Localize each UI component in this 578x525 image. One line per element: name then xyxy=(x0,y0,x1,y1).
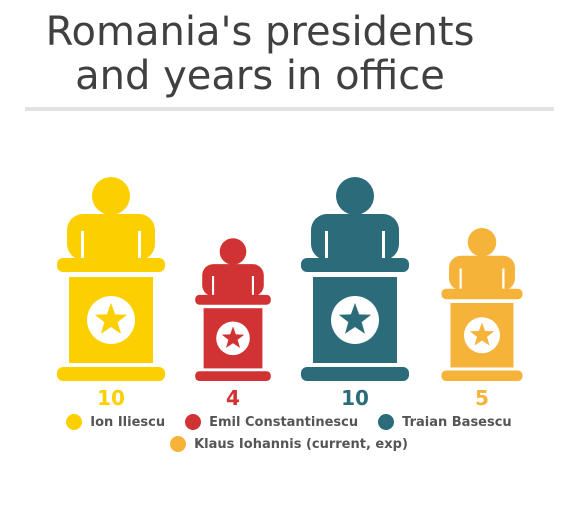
podium-top xyxy=(57,258,165,272)
value-label: 10 xyxy=(97,386,125,410)
value-label: 10 xyxy=(341,386,369,410)
legend-item-constantinescu: Emil Constantinescu xyxy=(185,414,358,430)
podium-arm-gap xyxy=(459,268,462,291)
podium-torso xyxy=(67,214,155,260)
podium-arm-gap xyxy=(138,231,141,261)
legend-label: Klaus Iohannis (current, exp) xyxy=(194,436,408,452)
legend: Ion Iliescu Emil Constantinescu Traian B… xyxy=(0,411,578,455)
podium-arm-gap xyxy=(251,276,254,297)
legend-swatch xyxy=(66,414,83,430)
value-label: 4 xyxy=(226,386,240,410)
podium-arm-gap xyxy=(81,231,84,261)
podium-head xyxy=(336,177,374,215)
legend-swatch xyxy=(170,436,187,452)
podium-torso xyxy=(449,255,515,291)
legend-item-iohannis: Klaus Iohannis (current, exp) xyxy=(170,436,408,452)
podium-figure xyxy=(441,228,523,381)
podium-head xyxy=(467,228,497,257)
value-label: 5 xyxy=(475,386,489,410)
legend-swatch xyxy=(185,414,202,430)
title-line-2: and years in office xyxy=(75,53,445,99)
legend-row-2: Klaus Iohannis (current, exp) xyxy=(0,433,578,455)
podium-base xyxy=(301,367,409,381)
podium-torso xyxy=(202,264,264,297)
podium-arm-gap xyxy=(212,276,215,297)
podium-figure xyxy=(301,177,409,381)
podium-top xyxy=(301,258,409,272)
podium-figure xyxy=(57,177,165,381)
chart-title: Romania's presidents and years in office xyxy=(0,10,520,98)
title-divider xyxy=(25,107,554,111)
star-icon xyxy=(94,303,128,334)
podium-arm-gap xyxy=(502,268,505,291)
legend-label: Emil Constantinescu xyxy=(209,414,359,430)
legend-swatch xyxy=(378,414,395,430)
star-icon xyxy=(338,303,372,334)
pictogram-chart: 10 4 10 5 xyxy=(57,177,523,410)
podium-base xyxy=(441,370,523,381)
title-line-1: Romania's presidents xyxy=(45,9,475,55)
legend-row-1: Ion Iliescu Emil Constantinescu Traian B… xyxy=(0,411,578,433)
podium-torso xyxy=(311,214,399,260)
star-icon xyxy=(221,326,245,348)
legend-item-basescu: Traian Basescu xyxy=(378,414,512,430)
legend-item-iliescu: Ion Iliescu xyxy=(66,414,165,430)
podium-head xyxy=(219,238,247,265)
podium-arm-gap xyxy=(382,231,385,261)
star-icon xyxy=(469,322,495,346)
podium-top xyxy=(195,294,271,305)
legend-label: Traian Basescu xyxy=(402,414,512,430)
legend-label: Ion Iliescu xyxy=(90,414,166,430)
podium-head xyxy=(92,177,130,215)
podium-figure xyxy=(195,238,271,381)
podium-base xyxy=(195,371,271,381)
podium-top xyxy=(441,288,523,300)
podium-arm-gap xyxy=(325,231,328,261)
podium-base xyxy=(57,367,165,381)
